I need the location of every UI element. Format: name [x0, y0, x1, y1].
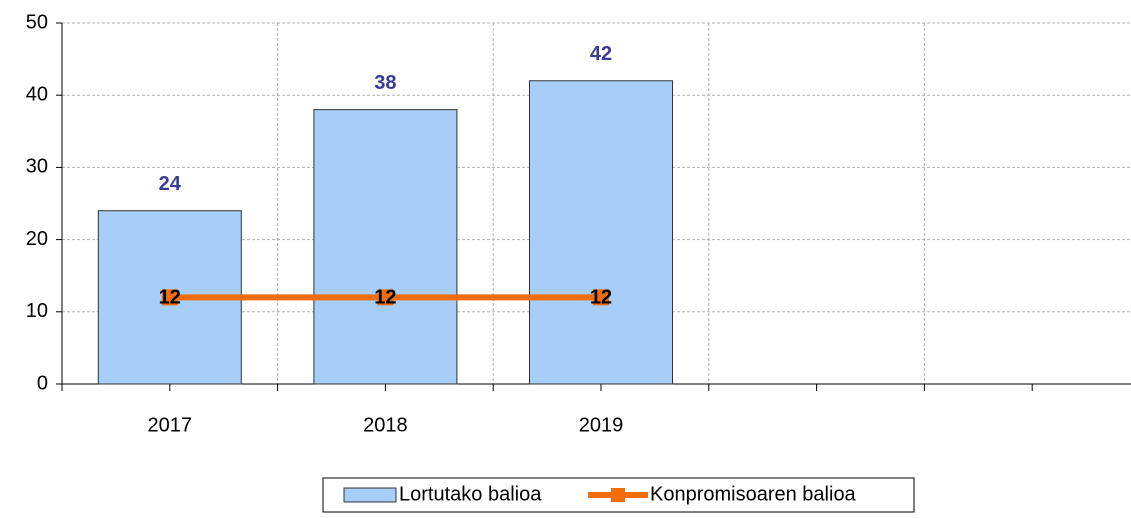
y-tick-label: 40 — [26, 83, 48, 105]
bar — [529, 80, 673, 385]
bar-value-label: 38 — [374, 72, 396, 94]
y-tick-label: 20 — [26, 228, 48, 250]
line-marker — [377, 289, 394, 306]
legend-label: Lortutako balioa — [399, 483, 542, 505]
bar — [313, 109, 458, 385]
y-tick-label: 10 — [26, 300, 48, 322]
legend-label: Konpromisoaren balioa — [650, 483, 857, 505]
y-tick-label: 30 — [26, 156, 48, 178]
line-marker — [593, 289, 609, 306]
x-tick-label: 2018 — [363, 414, 408, 436]
x-tick-label: 2017 — [148, 414, 193, 436]
line-value-label: 12 — [590, 287, 612, 309]
legend-swatch — [611, 488, 625, 502]
legend: Lortutako balioa Konpromisoaren balioa — [322, 477, 915, 513]
y-tick-label: 50 — [26, 11, 48, 33]
line-value-label: 12 — [159, 287, 181, 309]
x-tick-label: 2019 — [579, 414, 624, 436]
y-tick-label: 0 — [37, 372, 48, 394]
bar-value-label: 24 — [159, 173, 182, 195]
legend-swatch — [343, 487, 397, 503]
line-value-label: 12 — [374, 287, 396, 309]
line-marker — [161, 289, 178, 306]
bar-value-label: 42 — [590, 43, 612, 65]
